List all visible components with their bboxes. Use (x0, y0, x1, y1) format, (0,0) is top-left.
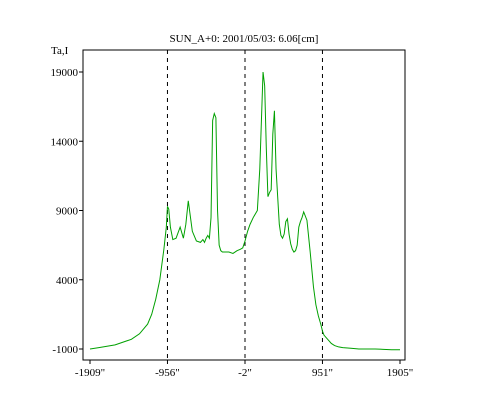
y-tick-label: 19000 (51, 67, 79, 79)
x-tick-label: -2" (238, 367, 252, 379)
marker-lines (166, 50, 323, 360)
y-tick-label: 9000 (56, 206, 79, 218)
x-tick-label: -956" (155, 367, 180, 379)
x-tick-label: 1905" (387, 367, 414, 379)
series-line (89, 71, 400, 351)
x-axis-ticks: -1909" -956" -2" 951" 1905" (75, 360, 413, 379)
y-axis-label: Ta,I (51, 45, 69, 57)
x-tick-label: -1909" (75, 367, 105, 379)
chart-title: SUN_A+0: 2001/05/03: 6.06[cm] (170, 33, 319, 45)
y-axis-ticks: -1000 4000 9000 14000 19000 (51, 67, 83, 356)
y-tick-label: 4000 (56, 275, 79, 287)
plot-area-frame (82, 49, 406, 361)
y-tick-label: 14000 (51, 136, 79, 148)
y-tick-label: -1000 (52, 344, 78, 356)
x-tick-label: 951" (312, 367, 333, 379)
